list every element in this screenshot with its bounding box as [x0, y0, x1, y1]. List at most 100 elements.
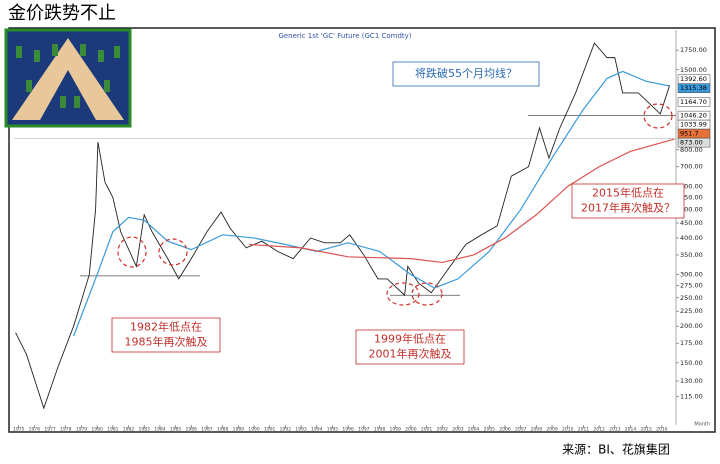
- x-tick-label: 1997: [358, 427, 370, 433]
- figure: [104, 80, 110, 92]
- x-tick-label: 1975: [13, 427, 25, 433]
- series-line: [249, 138, 675, 264]
- figure: [114, 46, 120, 58]
- x-tick-label: 2007: [515, 427, 527, 433]
- x-tick-label: 2013: [609, 427, 621, 433]
- x-tick-label: 1989: [233, 427, 245, 433]
- y-tick-label: 300.00: [680, 271, 703, 279]
- y-tick-label: 1750.00: [680, 46, 707, 54]
- x-tick-label: 1996: [342, 427, 354, 433]
- y-tick-label: 550.00: [680, 193, 703, 201]
- price-tag-label: 1046.20: [680, 112, 707, 120]
- x-tick-label: 2005: [484, 427, 496, 433]
- x-tick-label: 1986: [186, 427, 198, 433]
- page-title: 金价跌势不止: [8, 3, 116, 24]
- x-tick-label: 1980: [91, 427, 103, 433]
- price-tag-label: 1164.70: [680, 98, 707, 106]
- x-tick-label: 1994: [311, 427, 323, 433]
- annotation-text: 2015年低点在: [592, 185, 664, 199]
- x-tick-label: 1990: [248, 427, 260, 433]
- price-tag-label: 951.7: [680, 130, 699, 138]
- y-tick-label: 150.00: [680, 359, 703, 367]
- y-tick-label: 700.00: [680, 163, 703, 171]
- x-tick-label: 2010: [562, 427, 574, 433]
- highlight-circle: [386, 282, 420, 306]
- y-tick-label: 175.00: [680, 339, 703, 347]
- x-tick-label: 2002: [437, 427, 449, 433]
- chart-frame: [8, 27, 716, 433]
- y-tick-label: 275.00: [680, 282, 703, 290]
- x-tick-label: 1978: [60, 427, 72, 433]
- highlight-circle: [411, 282, 443, 306]
- annotation-text: 2001年再次触及: [369, 347, 452, 361]
- x-tick-label: 1991: [264, 427, 276, 433]
- annotation-text: 1985年再次触及: [125, 335, 208, 349]
- y-tick-label: 800.00: [680, 146, 703, 154]
- chart-title: Generic 1st 'GC' Future (GC1 Comdty): [278, 32, 411, 40]
- y-tick-label: 200.00: [680, 322, 703, 330]
- x-tick-label: 1992: [280, 427, 292, 433]
- y-tick-label: 600.00: [680, 182, 703, 190]
- x-tick-label: 1998: [374, 427, 386, 433]
- image-shape: [40, 70, 96, 120]
- image-figures: [16, 44, 120, 108]
- figure: [26, 80, 32, 92]
- x-tick-label: 1995: [327, 427, 339, 433]
- price-tag: [677, 137, 711, 148]
- price-tag-label: 1033.99: [680, 121, 707, 129]
- series-line: [15, 42, 671, 410]
- y-tick-label: 1500.00: [680, 66, 707, 74]
- figure: [60, 96, 66, 108]
- figure: [74, 96, 80, 108]
- x-tick-label: 1977: [44, 427, 56, 433]
- x-tick-label: 2003: [452, 427, 464, 433]
- figure: [52, 44, 58, 56]
- highlight-circle: [643, 103, 673, 129]
- x-tick-label: 2009: [546, 427, 558, 433]
- price-tag: [677, 97, 711, 107]
- x-tick-label: 1976: [29, 427, 41, 433]
- figure: [34, 50, 40, 62]
- y-tick-label: 500.00: [680, 206, 703, 214]
- price-tag-label: 1392.60: [680, 75, 707, 83]
- y-tick-label: 450.00: [680, 219, 703, 227]
- price-tag-label: 1315.38: [680, 84, 707, 92]
- x-tick-label: 1983: [138, 427, 150, 433]
- x-tick-label: 2014: [625, 427, 637, 433]
- x-tick-label: 1988: [217, 427, 229, 433]
- x-tick-label: 2012: [593, 427, 605, 433]
- y-tick-label: 115.00: [680, 393, 703, 401]
- y-tick-label: 130.00: [680, 377, 703, 385]
- annotation-box: [571, 183, 685, 219]
- x-tick-label: 1981: [107, 427, 119, 433]
- source: 来源：BI、花旗集团: [562, 442, 670, 457]
- x-tick-label: 2011: [578, 427, 590, 433]
- annotation-text: 将跌破55个月均线？: [415, 66, 517, 80]
- y-tick-label: 225.00: [680, 307, 703, 315]
- x-tick-label: 2008: [531, 427, 543, 433]
- y-tick-label: 350.00: [680, 251, 703, 259]
- x-unit: Month: [694, 422, 710, 428]
- highlight-circle: [158, 238, 188, 266]
- decorative-image: [4, 28, 132, 128]
- annotation-box: [392, 61, 540, 87]
- y-tick-label: 250.00: [680, 294, 703, 302]
- x-tick-label: 2001: [421, 427, 433, 433]
- x-tick-label: 1985: [170, 427, 182, 433]
- x-tick-label: 1987: [201, 427, 213, 433]
- figure: [16, 46, 22, 58]
- x-tick-label: 1979: [76, 427, 88, 433]
- annotation-text: 1999年低点在: [374, 331, 446, 345]
- x-tick-label: 1999: [389, 427, 401, 433]
- y-tick-label: 400.00: [680, 234, 703, 242]
- figure: [98, 50, 104, 62]
- series-line: [73, 70, 670, 337]
- annotation-text: 2017年再次触及？: [581, 201, 675, 215]
- x-tick-label: 1993: [295, 427, 307, 433]
- x-tick-label: 2015: [640, 427, 652, 433]
- figure: [80, 44, 86, 56]
- annotation-box: [111, 317, 221, 353]
- highlight-circle: [117, 236, 147, 268]
- x-tick-label: 1982: [123, 427, 135, 433]
